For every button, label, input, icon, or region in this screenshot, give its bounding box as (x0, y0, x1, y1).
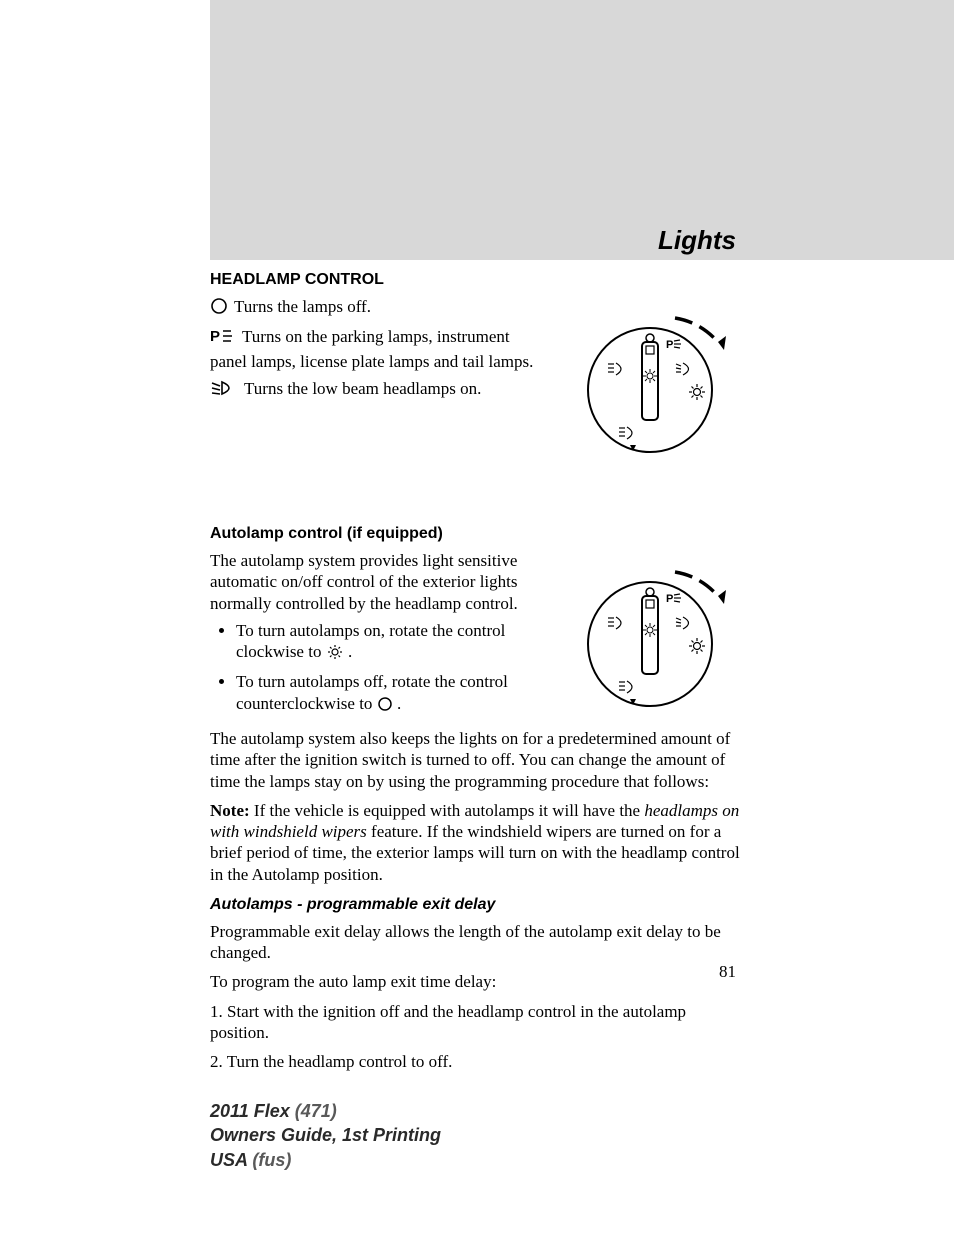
headlamp-text-column: Turns the lamps off. P Turns on the park… (210, 296, 550, 408)
parking-lamp-icon: P (210, 327, 236, 350)
footer-line-1: 2011 Flex (471) (210, 1099, 441, 1123)
autolamp-bullets: To turn autolamps on, rotate the control… (210, 620, 550, 717)
svg-text:P: P (210, 328, 220, 345)
autolamp-note: Note: If the vehicle is equipped with au… (210, 800, 740, 885)
header-gray-band (210, 0, 954, 260)
bullet2-text-b: . (393, 694, 402, 713)
off-circle-icon (210, 297, 228, 320)
autolamp-intro: The autolamp system provides light sensi… (210, 550, 550, 614)
autolamp-row: The autolamp system provides light sensi… (210, 550, 740, 724)
off-text: Turns the lamps off. (234, 297, 371, 316)
exit-delay-p3: 1. Start with the ignition off and the h… (210, 1001, 740, 1044)
exit-delay-p2: To program the auto lamp exit time delay… (210, 971, 740, 992)
headlamp-dial-diagram: P (570, 296, 740, 470)
parking-text: Turns on the parking lamps, instrument p… (210, 327, 533, 370)
off-line: Turns the lamps off. (210, 296, 550, 320)
autolamp-heading: Autolamp control (if equipped) (210, 524, 740, 544)
footer-code: (471) (290, 1101, 337, 1121)
exit-delay-p1: Programmable exit delay allows the lengt… (210, 921, 740, 964)
svg-text:P: P (666, 593, 673, 605)
note-text-a: If the vehicle is equipped with autolamp… (250, 801, 645, 820)
footer-line-3: USA (fus) (210, 1148, 441, 1172)
autolamp-sun-icon (326, 644, 344, 665)
bullet1-text-a: To turn autolamps on, rotate the control… (236, 621, 505, 661)
page-content: HEADLAMP CONTROL Turns the lamps off. P … (210, 270, 740, 1072)
autolamp-text-column: The autolamp system provides light sensi… (210, 550, 550, 723)
svg-text:P: P (666, 339, 673, 351)
page-number: 81 (719, 962, 736, 982)
footer-region: USA (210, 1150, 247, 1170)
parking-line: P Turns on the parking lamps, instrument… (210, 326, 550, 372)
spacer (210, 474, 740, 524)
bullet1-text-b: . (344, 642, 353, 661)
headlamp-control-row: Turns the lamps off. P Turns on the park… (210, 296, 740, 470)
autolamp-bullet-on: To turn autolamps on, rotate the control… (236, 620, 550, 666)
autolamp-para2: The autolamp system also keeps the light… (210, 728, 740, 792)
autolamp-bullet-off: To turn autolamps off, rotate the contro… (236, 671, 550, 717)
note-label: Note: (210, 801, 250, 820)
exit-delay-p4: 2. Turn the headlamp control to off. (210, 1051, 740, 1072)
chapter-title: Lights (658, 225, 736, 256)
headlamp-control-heading: HEADLAMP CONTROL (210, 270, 740, 290)
off-circle-icon (377, 696, 393, 717)
footer-region-code: (fus) (247, 1150, 291, 1170)
exit-delay-heading: Autolamps - programmable exit delay (210, 895, 740, 915)
autolamp-dial-diagram: P (570, 550, 740, 724)
footer-line-2: Owners Guide, 1st Printing (210, 1123, 441, 1147)
footer-model: 2011 Flex (210, 1101, 290, 1121)
footer: 2011 Flex (471) Owners Guide, 1st Printi… (210, 1099, 441, 1172)
bullet2-text-a: To turn autolamps off, rotate the contro… (236, 672, 508, 712)
lowbeam-line: Turns the low beam headlamps on. (210, 378, 550, 402)
lowbeam-text: Turns the low beam headlamps on. (244, 379, 481, 398)
lowbeam-icon (210, 379, 238, 402)
